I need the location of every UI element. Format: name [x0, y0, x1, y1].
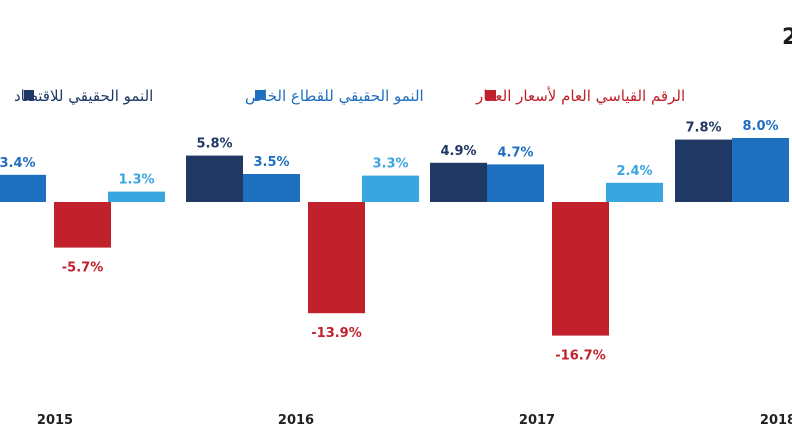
data-label-2017-s3: 2.4% — [616, 164, 652, 179]
data-label-2016-s0: 5.8% — [196, 137, 232, 152]
bar-2017-s1 — [487, 164, 544, 202]
bar-2017-s0 — [430, 162, 487, 202]
bar-2016-s0 — [186, 155, 243, 202]
bar-2016-s1 — [243, 174, 300, 202]
bar-2015-s3 — [108, 191, 165, 202]
legend-label-2: النمو الحقيقي للاقتصاد — [14, 87, 153, 106]
data-label-2018-s0: 7.8% — [685, 121, 721, 136]
data-label-2016-s2: -13.9% — [311, 326, 362, 341]
category-label-2018: 2018 — [760, 413, 792, 428]
bar-2017-s3 — [606, 182, 663, 202]
category-label-2016: 2016 — [278, 413, 314, 428]
data-label-2016-s3: 3.3% — [372, 157, 408, 172]
bar-2016-s3 — [362, 175, 419, 202]
plot-area: 3.4% -5.7% 1.3% 5.8% 3.5% -13.9% 3.3% 4.9% 4.7% -… — [0, 119, 792, 428]
bar-2018-s1 — [732, 138, 789, 202]
data-label-2015-s3: 1.3% — [118, 173, 154, 188]
category-label-2017: 2017 — [519, 413, 555, 428]
legend-label-1: النمو الحقيقي للقطاع الخاص — [245, 87, 424, 106]
data-label-2015-s2: -5.7% — [62, 261, 103, 276]
legend: الرقم القياسي العام لأسعار العقار النمو ا… — [14, 86, 685, 106]
data-label-2017-s1: 4.7% — [497, 145, 533, 160]
bar-2015-s1 — [0, 174, 46, 202]
data-label-2017-s0: 4.9% — [440, 144, 476, 159]
data-label-2018-s1: 8.0% — [742, 119, 778, 134]
chart-title: التغير التراكمي في معدلات النمو الحقيقي … — [782, 22, 792, 50]
legend-swatch-1 — [255, 90, 265, 100]
legend-swatch-0 — [486, 90, 496, 100]
bar-2015-s2 — [54, 202, 111, 248]
bar-2016-s2 — [308, 202, 365, 314]
legend-swatch-2 — [24, 90, 34, 100]
data-label-2016-s1: 3.5% — [253, 155, 289, 170]
category-label-2015: 2015 — [37, 413, 73, 428]
legend-label-0: الرقم القياسي العام لأسعار العقار — [475, 86, 685, 106]
bar-2018-s0 — [675, 139, 732, 202]
data-label-2015-s1: 3.4% — [0, 156, 36, 171]
bar-2017-s2 — [552, 202, 609, 336]
data-label-2017-s2: -16.7% — [555, 349, 606, 364]
